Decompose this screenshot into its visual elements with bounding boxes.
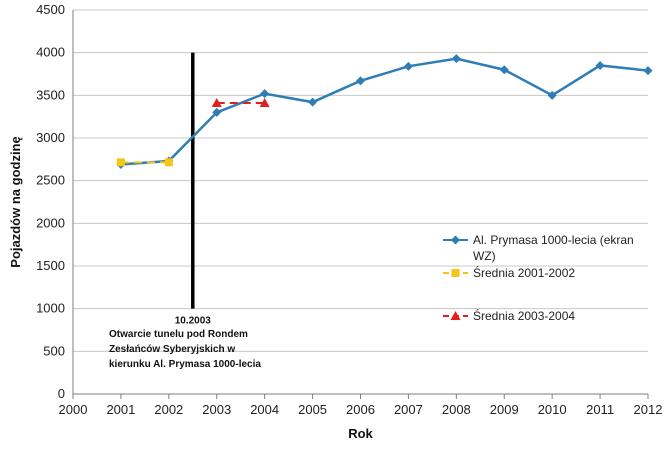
x-tick-label: 2007 bbox=[394, 402, 423, 417]
series-line bbox=[120, 57, 649, 166]
data-point bbox=[643, 66, 653, 76]
x-tick-label: 2005 bbox=[298, 402, 327, 417]
y-tick-label: 2500 bbox=[36, 173, 65, 188]
x-tick-label: 2003 bbox=[202, 402, 231, 417]
legend-entry: Średnia 2001-2002 bbox=[443, 265, 575, 280]
data-point bbox=[260, 89, 270, 99]
y-tick-label: 4500 bbox=[36, 2, 65, 17]
event-note-line: kierunku Al. Prymasa 1000-lecia bbox=[109, 359, 261, 370]
legend-entry: Al. Prymasa 1000-lecia (ekran WZ) bbox=[443, 233, 634, 263]
series-0 bbox=[116, 54, 653, 169]
legend: Al. Prymasa 1000-lecia (ekran WZ) Średnia … bbox=[443, 233, 634, 323]
x-tick-label: 2001 bbox=[106, 402, 135, 417]
data-point bbox=[595, 60, 605, 70]
y-tick-labels: 0 500 1000 1500 2000 2500 3000 3500 4000 4500 bbox=[36, 2, 65, 401]
x-tick-label: 2008 bbox=[442, 402, 471, 417]
data-point bbox=[403, 61, 413, 71]
y-tick-label: 3500 bbox=[36, 87, 65, 102]
series-2 bbox=[211, 98, 270, 108]
x-tick-label: 2010 bbox=[538, 402, 567, 417]
y-tick-label: 1000 bbox=[36, 301, 65, 316]
legend-label: Al. Prymasa 1000-lecia (ekran bbox=[473, 233, 634, 247]
data-point bbox=[259, 98, 270, 108]
y-axis-title: Pojazdów na godzinę bbox=[8, 136, 23, 267]
axes bbox=[72, 10, 649, 399]
gridlines bbox=[73, 9, 648, 352]
data-point bbox=[164, 158, 173, 167]
data-point bbox=[308, 97, 318, 107]
y-tick-label: 500 bbox=[43, 343, 65, 358]
data-point bbox=[211, 98, 222, 108]
data-point bbox=[212, 107, 222, 117]
y-tick-label: 4000 bbox=[36, 45, 65, 60]
legend-entry: Średnia 2003-2004 bbox=[443, 308, 575, 323]
series-layer bbox=[116, 54, 653, 169]
legend-marker bbox=[451, 235, 460, 245]
data-point bbox=[451, 54, 461, 64]
y-tick-label: 0 bbox=[58, 386, 65, 401]
legend-marker bbox=[451, 269, 460, 277]
x-tick-labels: 2000 2001 2002 2003 2004 2005 2006 2007 2008 2009… bbox=[59, 402, 663, 417]
data-point bbox=[547, 90, 557, 100]
x-axis-title: Rok bbox=[348, 426, 373, 441]
y-tick-label: 2000 bbox=[36, 215, 65, 230]
x-tick-label: 2002 bbox=[154, 402, 183, 417]
legend-label: Średnia 2003-2004 bbox=[473, 308, 575, 323]
y-tick-label: 1500 bbox=[36, 258, 65, 273]
x-tick-label: 2009 bbox=[490, 402, 519, 417]
x-tick-label: 2006 bbox=[346, 402, 375, 417]
legend-label: Średnia 2001-2002 bbox=[473, 265, 575, 280]
event-label: 10.2003 bbox=[175, 316, 212, 327]
event-note-line: Otwarcie tunelu pod Rondem bbox=[109, 329, 248, 340]
x-tick-label: 2011 bbox=[586, 402, 614, 417]
legend-label: WZ) bbox=[473, 249, 496, 263]
event-marker: 10.2003 Otwarcie tunelu pod Rondem Zesłańc… bbox=[109, 52, 261, 370]
event-note-line: Zesłańców Syberyjskich w bbox=[109, 344, 235, 355]
series-1 bbox=[116, 158, 173, 167]
x-tick-label: 2004 bbox=[250, 402, 279, 417]
x-tick-label: 2000 bbox=[59, 402, 88, 417]
y-tick-label: 3000 bbox=[36, 130, 65, 145]
legend-marker bbox=[450, 311, 461, 320]
data-point bbox=[356, 76, 365, 86]
x-tick-label: 2012 bbox=[634, 402, 663, 417]
data-point bbox=[116, 158, 125, 167]
data-point bbox=[499, 65, 509, 75]
